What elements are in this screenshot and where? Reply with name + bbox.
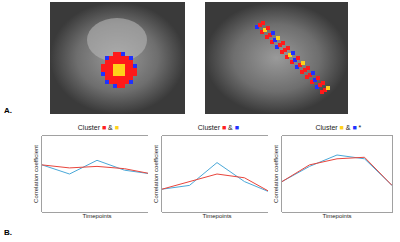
svg-text:Cluster ■ & ■: Cluster ■ & ■ xyxy=(78,124,119,131)
svg-text:Cluster ■ & ■ *: Cluster ■ & ■ * xyxy=(315,124,361,131)
svg-text:Cluster ■ & ■: Cluster ■ & ■ xyxy=(198,124,239,131)
svg-text:Timepoints: Timepoints xyxy=(202,213,231,219)
html-text:B.: B. xyxy=(4,228,12,237)
svg-text:Correlation coefficient: Correlation coefficient xyxy=(33,145,39,203)
svg-text:Timepoints: Timepoints xyxy=(322,213,351,219)
svg-text:Correlation coefficient: Correlation coefficient xyxy=(273,145,279,203)
svg-text:Correlation coefficient: Correlation coefficient xyxy=(153,145,159,203)
svg-text:Timepoints: Timepoints xyxy=(82,213,111,219)
html-text:A.: A. xyxy=(4,106,12,115)
